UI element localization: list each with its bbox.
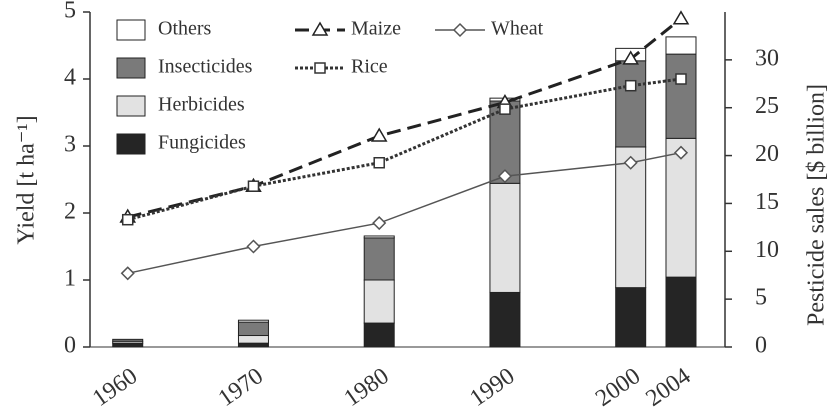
point	[675, 73, 687, 85]
point	[499, 103, 511, 115]
y-tick-label: 2	[64, 199, 76, 225]
point	[246, 239, 261, 254]
point	[672, 10, 690, 25]
legend-label: Others	[158, 18, 212, 40]
line	[127, 77, 682, 222]
y2-axis-label: Pesticide sales [$ billion]	[804, 84, 830, 326]
y-axis-label: Yield [t ha⁻¹]	[14, 115, 40, 244]
y-tick-label: 1	[64, 266, 76, 292]
point	[373, 157, 385, 169]
bar-segment	[665, 276, 697, 348]
x-tick-label: 1970	[214, 363, 268, 412]
bar-segment	[363, 235, 395, 239]
bar-segment	[615, 60, 647, 148]
legend-label: Maize	[351, 18, 401, 40]
y-tick-label: 4	[64, 65, 76, 91]
legend-label: Fungicides	[158, 132, 246, 154]
bar-segment	[237, 321, 269, 337]
bar-segment	[237, 335, 269, 344]
bar-segment	[237, 319, 269, 323]
legend-swatch	[116, 95, 146, 117]
bar-segment	[363, 237, 395, 281]
point	[623, 155, 638, 170]
bar-segment	[489, 182, 521, 293]
legend-label: Insecticides	[158, 56, 253, 78]
legend-swatch	[116, 57, 146, 79]
line	[127, 151, 682, 275]
point	[121, 213, 134, 226]
bar-segment	[363, 322, 395, 348]
y2-tick-label: 30	[755, 45, 779, 71]
point	[372, 215, 387, 231]
y-tick-label: 0	[64, 333, 76, 359]
legend-marker	[452, 22, 468, 38]
x-tick-label: 1990	[465, 363, 519, 412]
bar-segment	[363, 279, 395, 324]
bar-segment	[237, 342, 269, 348]
y-tick-label: 3	[64, 132, 76, 158]
y2-tick-label: 5	[755, 285, 767, 311]
y2-tick-label: 20	[755, 141, 779, 167]
legend-marker	[311, 21, 329, 36]
y2-tick-label: 10	[755, 237, 779, 263]
y2-tick-label: 15	[755, 189, 779, 215]
legend-label: Wheat	[491, 18, 544, 40]
bar-segment	[665, 36, 697, 55]
legend-label: Rice	[351, 56, 388, 78]
point	[120, 266, 135, 281]
x-tick-label: 2004	[641, 363, 695, 412]
point	[247, 180, 260, 192]
x-tick-label: 1960	[88, 363, 142, 412]
legend-marker	[314, 62, 326, 74]
bar-segment	[665, 137, 697, 278]
legend-swatch	[116, 19, 146, 41]
bar-segment	[615, 287, 647, 348]
line	[127, 17, 682, 219]
y2-tick-label: 0	[755, 333, 767, 359]
point	[673, 145, 689, 160]
legend-label: Herbicides	[158, 94, 245, 116]
point	[497, 169, 513, 184]
point	[622, 50, 639, 65]
point	[370, 127, 388, 142]
x-tick-label: 2000	[591, 363, 645, 412]
bar-segment	[665, 53, 697, 139]
point	[624, 79, 637, 92]
x-tick-label: 1980	[340, 363, 394, 412]
legend-swatch	[116, 133, 146, 155]
y-tick-label: 5	[64, 0, 76, 24]
bar-segment	[112, 342, 144, 348]
y2-tick-label: 25	[755, 93, 779, 119]
bar-segment	[489, 291, 521, 348]
bar-segment	[112, 338, 144, 342]
